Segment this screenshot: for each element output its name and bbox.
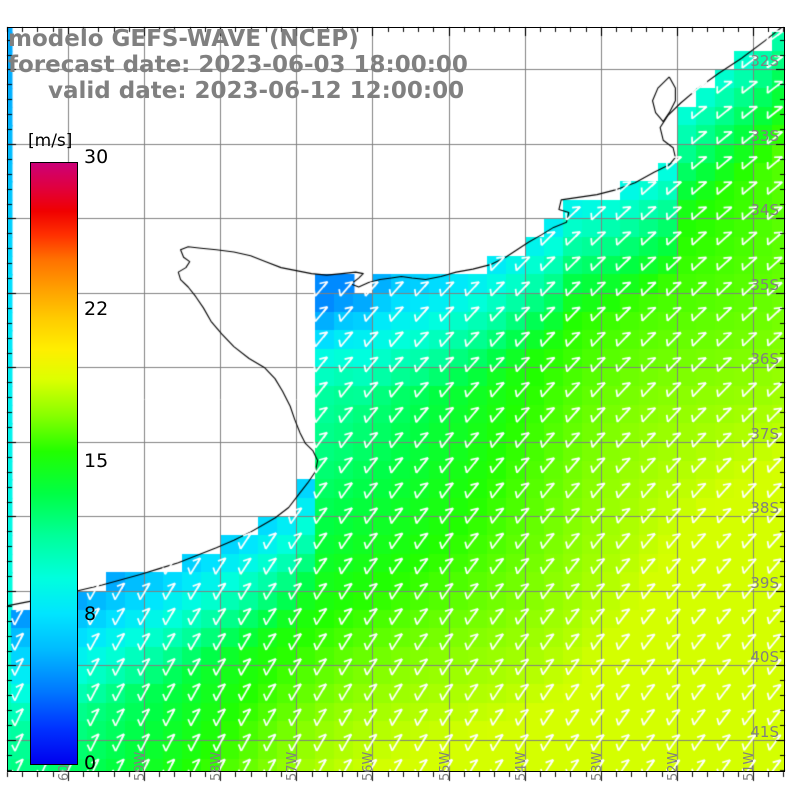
lat-tick-label-40S: 40S [750,648,779,667]
lon-tick-label-56W: 56W [361,751,377,781]
colorbar-tick-8: 8 [84,603,97,625]
colorbar-tick-30: 30 [84,146,109,168]
lon-tick-label-58W: 58W [209,751,225,781]
lon-tick-label-55W: 55W [437,751,453,781]
lat-tick-label-32S: 32S [750,52,779,71]
lat-tick-label-33S: 33S [750,126,779,145]
lon-tick-label-51W: 51W [742,751,758,781]
colorbar-tick-0: 0 [84,752,97,774]
colorbar-tick-15: 15 [84,450,109,472]
lon-tick-label-57W: 57W [285,751,301,781]
lat-tick-label-39S: 39S [750,573,779,592]
colorbar [30,162,78,765]
lat-tick-label-35S: 35S [750,275,779,294]
colorbar-gradient [30,162,78,765]
lat-tick-label-41S: 41S [750,722,779,741]
map-plot-area[interactable] [7,27,785,772]
lat-tick-label-36S: 36S [750,350,779,369]
lon-tick-label-54W: 54W [513,751,529,781]
colorbar-tick-22: 22 [84,298,109,320]
wind-speed-heatmap-canvas [7,27,785,772]
lon-tick-label-53W: 53W [589,751,605,781]
lon-tick-label-59W: 59W [133,751,149,781]
lat-tick-label-37S: 37S [750,424,779,443]
lon-tick-label-52W: 52W [665,751,681,781]
lat-tick-label-34S: 34S [750,201,779,220]
lat-tick-label-38S: 38S [750,499,779,518]
